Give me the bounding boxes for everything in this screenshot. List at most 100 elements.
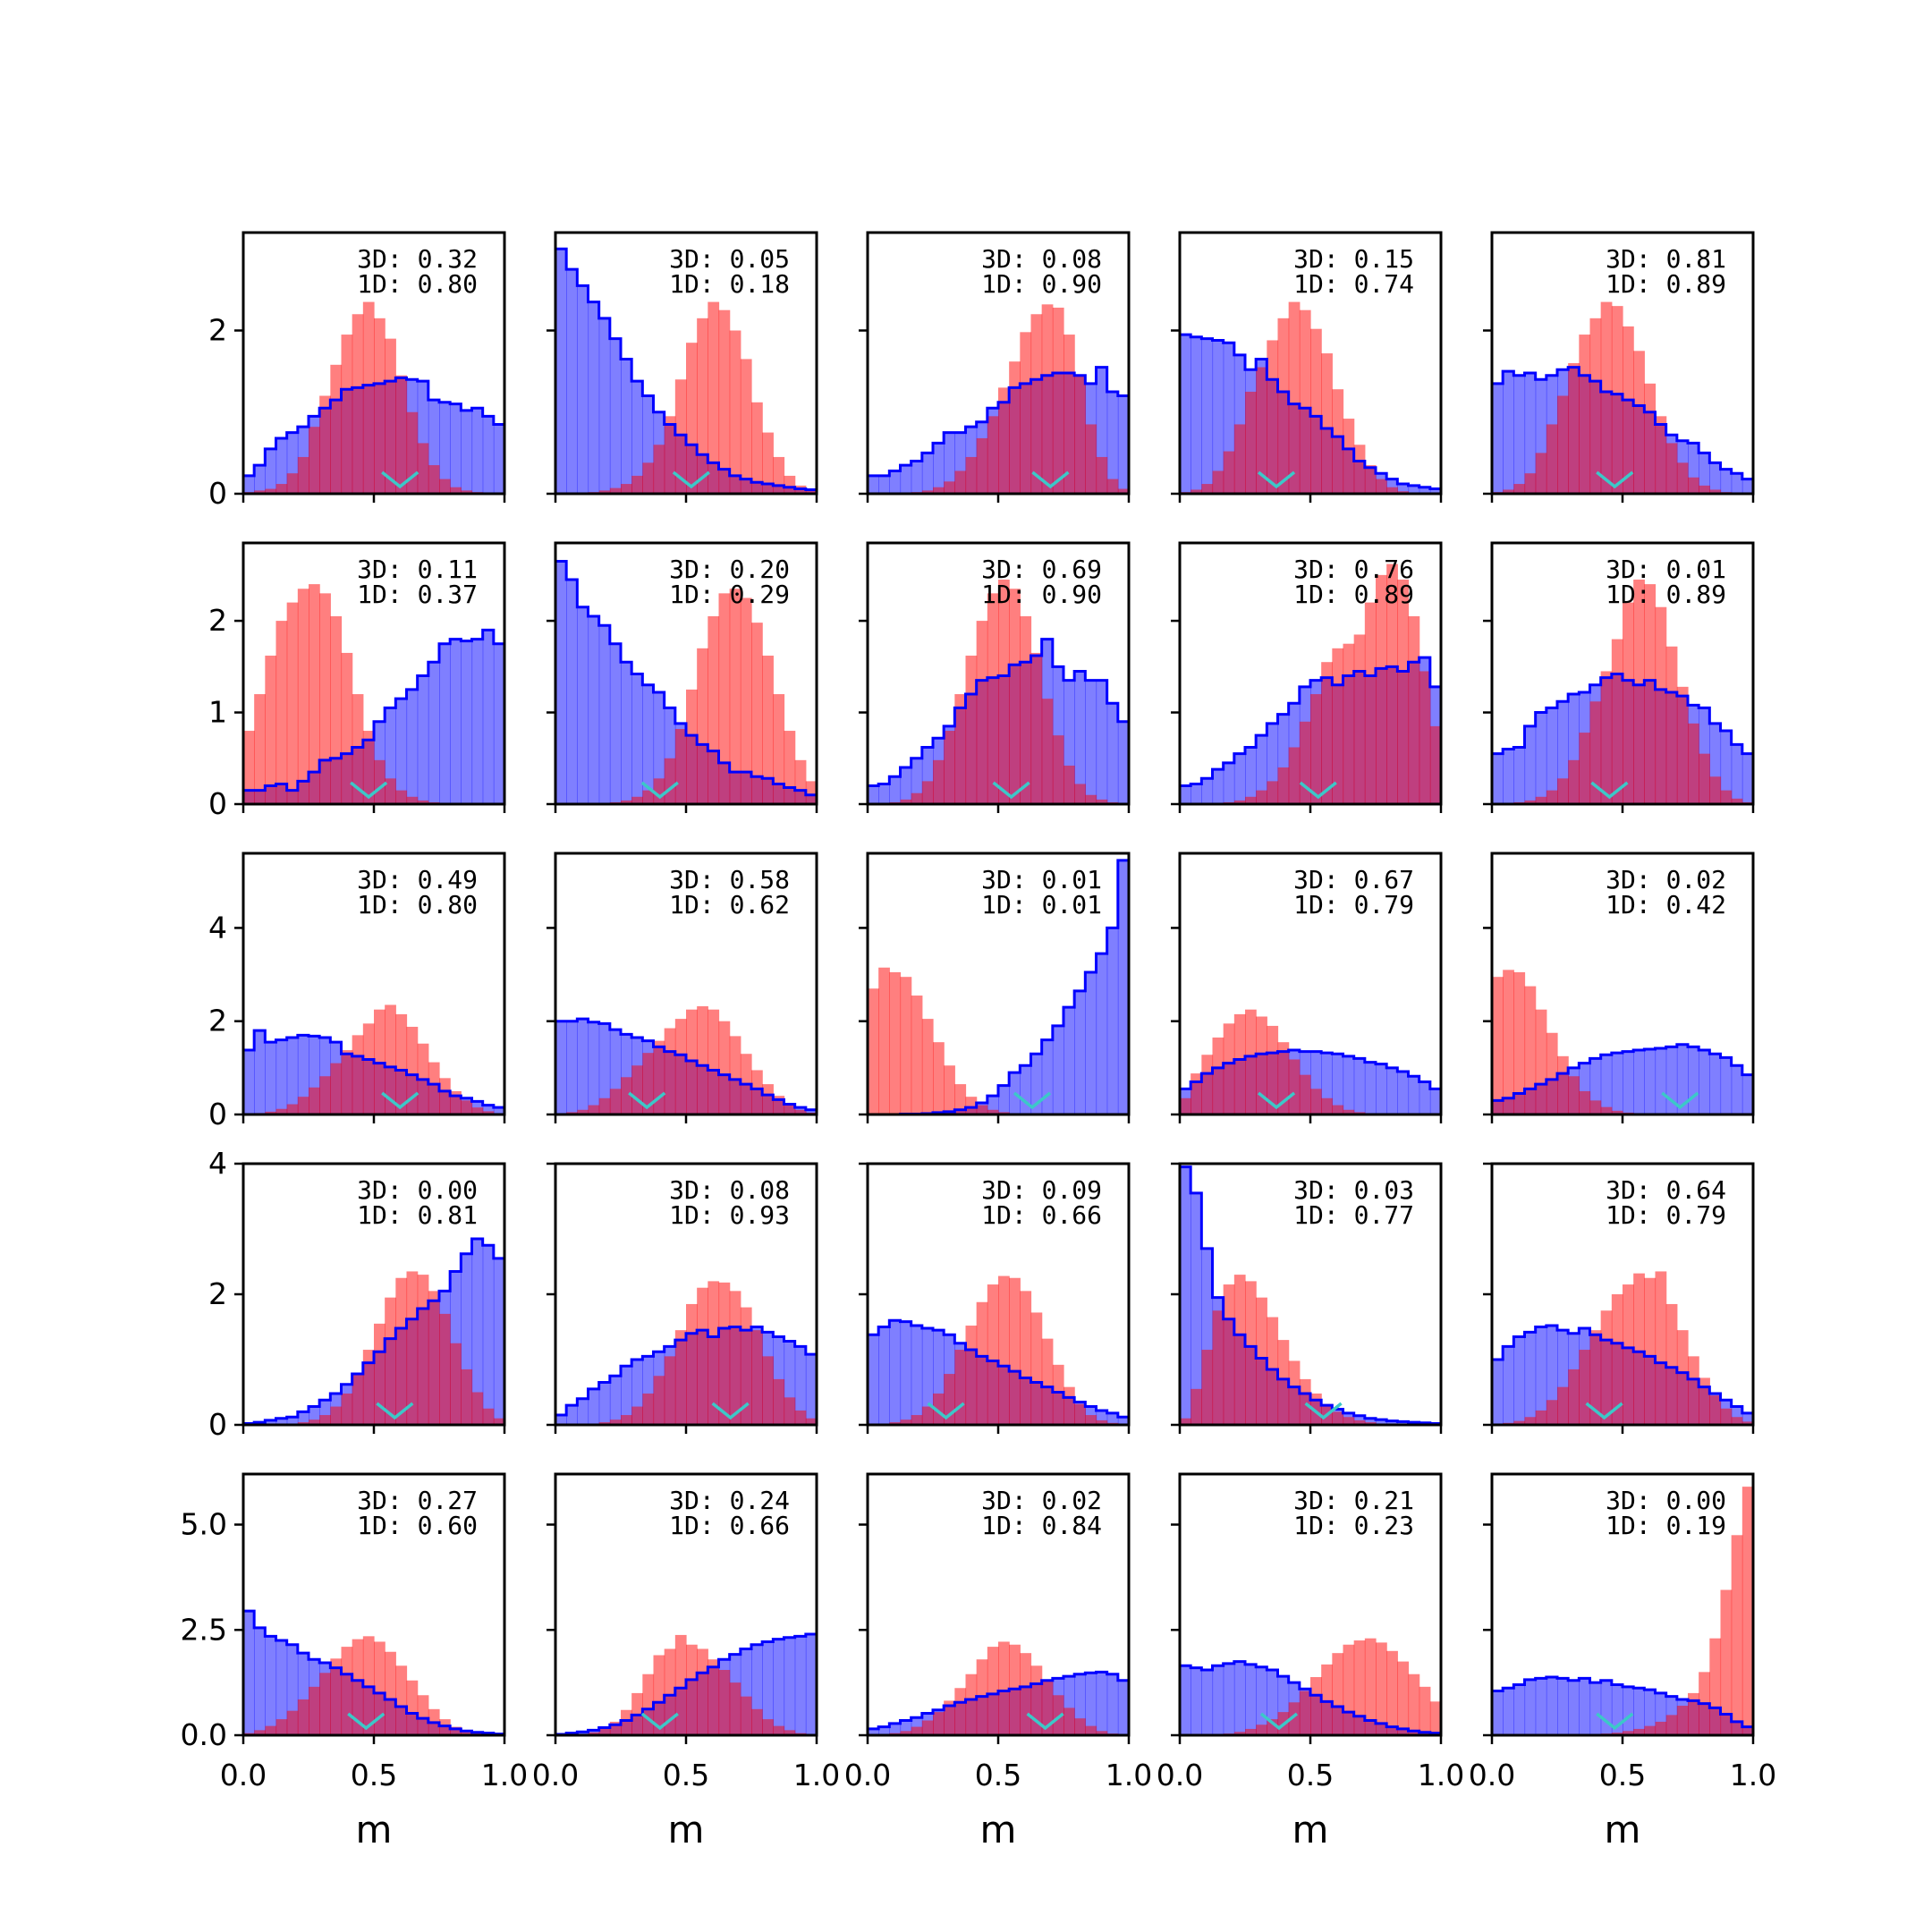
series-1d-bar: [976, 437, 988, 494]
series-3d-bar: [566, 269, 578, 494]
series-1d-bar: [254, 490, 266, 494]
series-1d-bar: [1513, 1420, 1526, 1425]
series-1d-bar: [297, 1097, 309, 1114]
series-1d-bar: [598, 1728, 611, 1735]
annotation-3d: 3D: 0.49: [357, 865, 478, 894]
series-3d-step-line: [1492, 366, 1753, 494]
series-1d-bar: [1256, 1724, 1267, 1735]
series-3d-bar: [275, 1039, 288, 1114]
series-1d-bar: [718, 309, 731, 494]
series-1d-bar: [653, 778, 665, 804]
series-1d-bar: [1546, 424, 1558, 494]
series-1d-bar: [1030, 314, 1043, 494]
series-1d-bar: [944, 481, 955, 494]
series-3d-bar: [921, 1327, 934, 1425]
series-3d-bar: [566, 1021, 578, 1114]
series-3d-bar: [482, 1105, 495, 1114]
series-1d-bar: [1096, 799, 1108, 804]
series-1d-bar: [1245, 391, 1257, 494]
annotation-1d: 1D: 0.74: [1293, 269, 1414, 299]
series-1d-bar: [1589, 701, 1602, 804]
series-1d-bar: [319, 1076, 331, 1114]
series-1d-bar: [1233, 1013, 1246, 1114]
series-3d-bar: [1492, 1690, 1504, 1735]
series-3d-bar: [1429, 1089, 1441, 1114]
chevron-down-icon: [347, 1712, 386, 1731]
series-1d-bar: [1699, 485, 1710, 494]
series-1d-bar: [352, 1374, 364, 1425]
series-1d-bar: [609, 1419, 622, 1425]
series-1d-bar: [385, 778, 396, 804]
series-1d-bar: [439, 1313, 451, 1425]
series-1d-bar: [987, 1284, 999, 1425]
series-3d-bar: [1408, 485, 1420, 494]
series-1d-bar: [1665, 1303, 1678, 1425]
series-1d-bar: [900, 1731, 912, 1735]
series-3d-bar: [1535, 712, 1547, 804]
series-1d-bar: [286, 1104, 299, 1114]
series-1d-bar: [933, 1712, 945, 1735]
series-3d-bar: [1513, 375, 1526, 494]
annotation-3d: 3D: 0.76: [1293, 555, 1414, 584]
series-1d-bar: [751, 402, 763, 494]
series-1d-bar: [609, 487, 622, 494]
series-1d-bar: [1201, 484, 1214, 494]
series-1d-bar: [794, 759, 807, 804]
series-1d-bar: [1535, 1410, 1547, 1425]
series-1d-bar: [1665, 443, 1678, 494]
chevron-down-icon: [640, 781, 679, 800]
chevron-down-icon: [1259, 1712, 1299, 1731]
series-1d-bar: [450, 487, 462, 494]
series-3d-bar: [1041, 1039, 1054, 1114]
series-1d-bar: [911, 1726, 923, 1735]
series-1d-bar: [1535, 796, 1547, 804]
x-tick-label: 0.5: [1287, 1758, 1334, 1792]
series-1d-bar: [965, 1097, 978, 1114]
series-1d-bar: [461, 1368, 473, 1425]
series-1d-bar: [911, 1415, 923, 1425]
series-1d-bar: [933, 759, 945, 804]
series-1d-bar: [1063, 335, 1075, 494]
series-1d-bar: [998, 387, 1010, 494]
series-1d-bar: [341, 1393, 353, 1425]
series-1d-bar: [275, 1719, 288, 1735]
series-1d-bar: [976, 621, 988, 804]
series-1d-bar: [729, 1682, 741, 1735]
series-1d-bar: [1676, 462, 1689, 494]
series-3d-bar: [868, 1335, 879, 1425]
series-1d-bar: [471, 1392, 484, 1425]
annotation-3d: 3D: 0.69: [981, 555, 1102, 584]
series-3d-bar: [1524, 1332, 1537, 1425]
series-1d-bar: [762, 1356, 774, 1425]
series-3d-bar: [1245, 1664, 1257, 1735]
series-3d-bar: [1568, 1680, 1580, 1735]
y-tick-label: 2: [208, 1004, 227, 1038]
series-1d-bar: [1321, 353, 1333, 494]
series-1d-bar: [598, 1097, 611, 1114]
series-1d-bar: [341, 335, 353, 494]
annotation-3d: 3D: 0.09: [981, 1175, 1102, 1205]
series-1d-bar: [439, 1078, 451, 1114]
series-3d-bar: [1524, 1679, 1537, 1735]
chevron-down-icon: [628, 1091, 666, 1110]
series-1d-bar: [686, 1303, 698, 1425]
series-1d-bar: [1676, 1330, 1689, 1425]
series-1d-bar: [1085, 424, 1097, 494]
series-1d-bar: [674, 728, 687, 804]
subplot-plot-area: [868, 1275, 1129, 1425]
y-tick-label: 0: [208, 786, 227, 821]
series-1d-bar: [1106, 479, 1119, 494]
series-1d-bar: [588, 1105, 600, 1114]
series-1d-bar: [450, 1726, 462, 1735]
annotation-1d: 1D: 0.66: [669, 1511, 790, 1540]
series-3d-bar: [1180, 785, 1191, 804]
annotation-1d: 1D: 0.90: [981, 580, 1102, 609]
series-1d-bar: [965, 1326, 978, 1425]
series-1d-bar: [944, 731, 955, 804]
annotation-3d: 3D: 0.67: [1293, 865, 1414, 894]
